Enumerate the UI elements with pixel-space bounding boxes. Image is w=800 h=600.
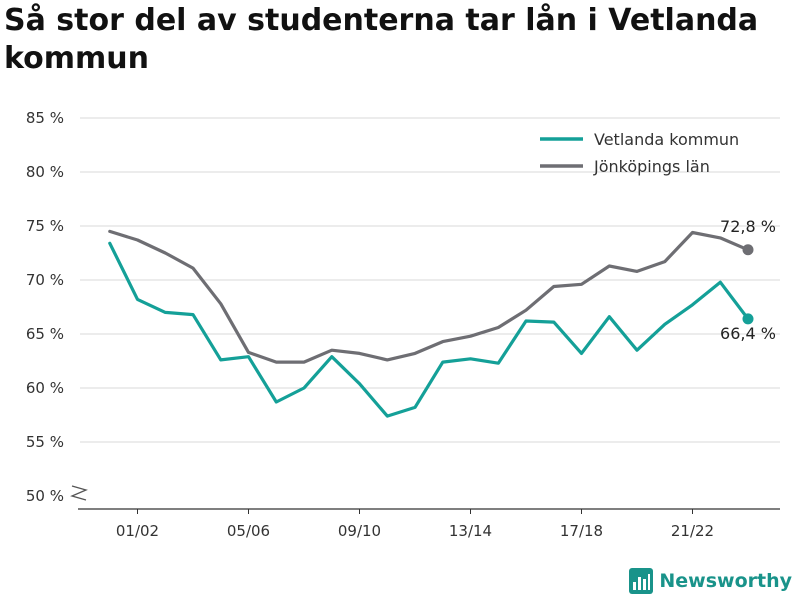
legend-label: Vetlanda kommun xyxy=(594,130,739,149)
y-tick-label: 80 % xyxy=(26,163,64,181)
newsworthy-brand[interactable]: Newsworthy xyxy=(629,568,792,594)
y-tick-label: 70 % xyxy=(26,271,64,289)
x-tick-label: 09/10 xyxy=(338,522,381,540)
bar-chart-logo-icon xyxy=(629,568,654,594)
series-end-label: 72,8 % xyxy=(720,217,776,236)
x-tick-label: 01/02 xyxy=(116,522,159,540)
chart-title: Så stor del av studenterna tar lån i Vet… xyxy=(4,3,759,76)
x-tick-label: 21/22 xyxy=(671,522,714,540)
y-tick-label: 60 % xyxy=(26,379,64,397)
y-tick-label: 65 % xyxy=(26,325,64,343)
axis-break-icon xyxy=(70,485,88,501)
series-end-point xyxy=(742,244,754,256)
series-end-label: 66,4 % xyxy=(720,324,776,343)
y-tick-label: 50 % xyxy=(26,487,64,505)
x-tick-label: 05/06 xyxy=(227,522,270,540)
brand-name: Newsworthy xyxy=(659,570,792,592)
series-line xyxy=(108,229,750,364)
legend-label: Jönköpings län xyxy=(593,157,710,176)
series-line xyxy=(108,241,750,418)
y-tick-label: 85 % xyxy=(26,109,64,127)
y-tick-label: 75 % xyxy=(26,217,64,235)
x-tick-label: 13/14 xyxy=(449,522,492,540)
y-tick-label: 55 % xyxy=(26,433,64,451)
x-tick-label: 17/18 xyxy=(560,522,603,540)
series-end-point xyxy=(742,313,754,325)
